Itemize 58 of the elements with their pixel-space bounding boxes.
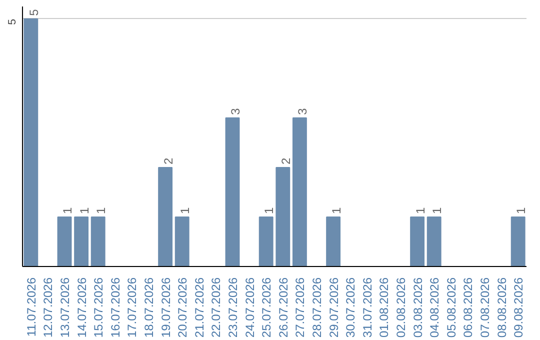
bar [174, 216, 190, 266]
bar [426, 216, 442, 266]
x-tick-label: 23.07.2026 [226, 277, 240, 338]
data-label: 2 [278, 157, 293, 164]
x-tick-label: 15.07.2026 [92, 277, 106, 338]
data-label: 1 [329, 206, 344, 214]
data-label: 1 [413, 206, 428, 214]
x-tick-label: 29.07.2026 [326, 277, 341, 338]
data-label: 1 [430, 206, 444, 214]
x-tick-label: 26.07.2026 [276, 277, 290, 338]
x-tick-label: 20.07.2026 [176, 277, 190, 338]
x-tick-label: 30.07.2026 [344, 277, 358, 338]
bar [326, 216, 341, 266]
x-tick-label: 13.07.2026 [58, 277, 72, 338]
bar [24, 18, 38, 266]
x-tick-label: 18.07.2026 [142, 277, 156, 338]
data-label: 1 [262, 206, 276, 214]
x-tick-label: 16.07.2026 [108, 277, 122, 338]
x-tick-label: 02.08.2026 [394, 277, 408, 338]
bar [510, 216, 526, 266]
bar [57, 216, 72, 266]
bar [158, 166, 173, 266]
x-tick-label: 07.08.2026 [478, 277, 492, 338]
bar [410, 216, 425, 266]
x-tick-label: 19.07.2026 [158, 277, 173, 338]
x-tick-label: 17.07.2026 [125, 277, 140, 338]
x-tick-label: 24.07.2026 [242, 277, 257, 338]
bar [258, 216, 274, 266]
bar [90, 216, 106, 266]
data-label: 2 [161, 157, 176, 164]
x-tick-label: 31.07.2026 [360, 277, 374, 338]
x-tick-label: 08.08.2026 [494, 277, 509, 338]
data-label: 1 [77, 206, 92, 214]
data-label: 3 [228, 108, 242, 115]
data-label: 1 [60, 206, 74, 214]
x-tick-label: 21.07.2026 [192, 277, 206, 338]
x-tick-label: 27.07.2026 [293, 277, 308, 338]
x-tick-label: 09.08.2026 [512, 277, 526, 338]
data-label: 1 [514, 206, 528, 214]
x-tick-label: 04.08.2026 [428, 277, 442, 338]
bar [276, 166, 290, 266]
x-tick-label: 06.08.2026 [461, 277, 476, 338]
bar [74, 216, 89, 266]
x-tick-label: 11.07.2026 [24, 277, 38, 337]
data-label: 1 [178, 206, 192, 214]
x-tick-label: 05.08.2026 [444, 277, 458, 338]
x-tick-label: 22.07.2026 [209, 277, 224, 338]
x-tick-label: 03.08.2026 [410, 277, 425, 338]
data-label: 3 [296, 108, 310, 115]
x-tick-label: 01.08.2026 [377, 277, 392, 338]
x-tick-label: 12.07.2026 [41, 277, 56, 338]
x-tick-label: 28.07.2026 [310, 277, 324, 338]
bar [292, 117, 307, 266]
x-tick-label: 25.07.2026 [260, 277, 274, 338]
x-tick-label: 14.07.2026 [74, 277, 89, 338]
data-label: 1 [94, 206, 108, 214]
bar [225, 117, 240, 266]
data-label: 5 [26, 8, 41, 16]
